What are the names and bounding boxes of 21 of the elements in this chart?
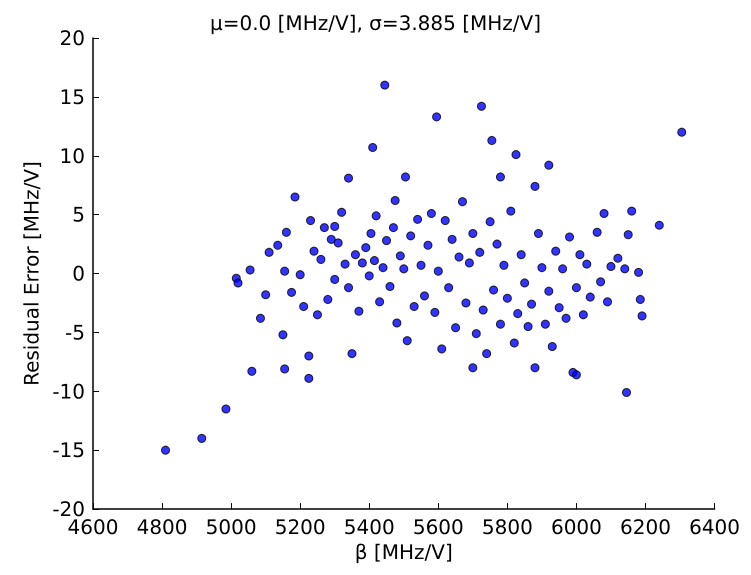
x-tick-label: 4600 [68,515,118,540]
x-tick-label: 6200 [620,515,671,540]
x-axis-title: β [MHz/V] [354,540,453,564]
x-tick-label: 5200 [274,515,326,540]
y-tick-label: -5 [65,320,85,344]
y-tick-label: 5 [72,202,85,227]
chart-title: μ=0.0 [MHz/V], σ=3.885 [MHz/V] [210,11,542,35]
y-tick-label: 0 [72,262,85,286]
y-axis-title: Residual Error [MHz/V] [19,161,44,386]
y-tick-label: 15 [60,84,85,109]
x-tick-label: 4800 [136,515,188,540]
x-tick-label: 6400 [689,515,740,540]
x-tick-label: 5400 [344,515,395,540]
y-tick-label: 10 [60,144,85,168]
y-tick-label: 20 [60,26,85,50]
x-tick-label: 5600 [412,515,464,540]
y-tick-label: -10 [52,379,85,404]
x-tick-label: 6000 [550,515,602,540]
x-tick-label: 5800 [482,515,533,540]
y-tick-label: -15 [52,438,85,462]
x-tick-label: 5000 [206,515,257,540]
